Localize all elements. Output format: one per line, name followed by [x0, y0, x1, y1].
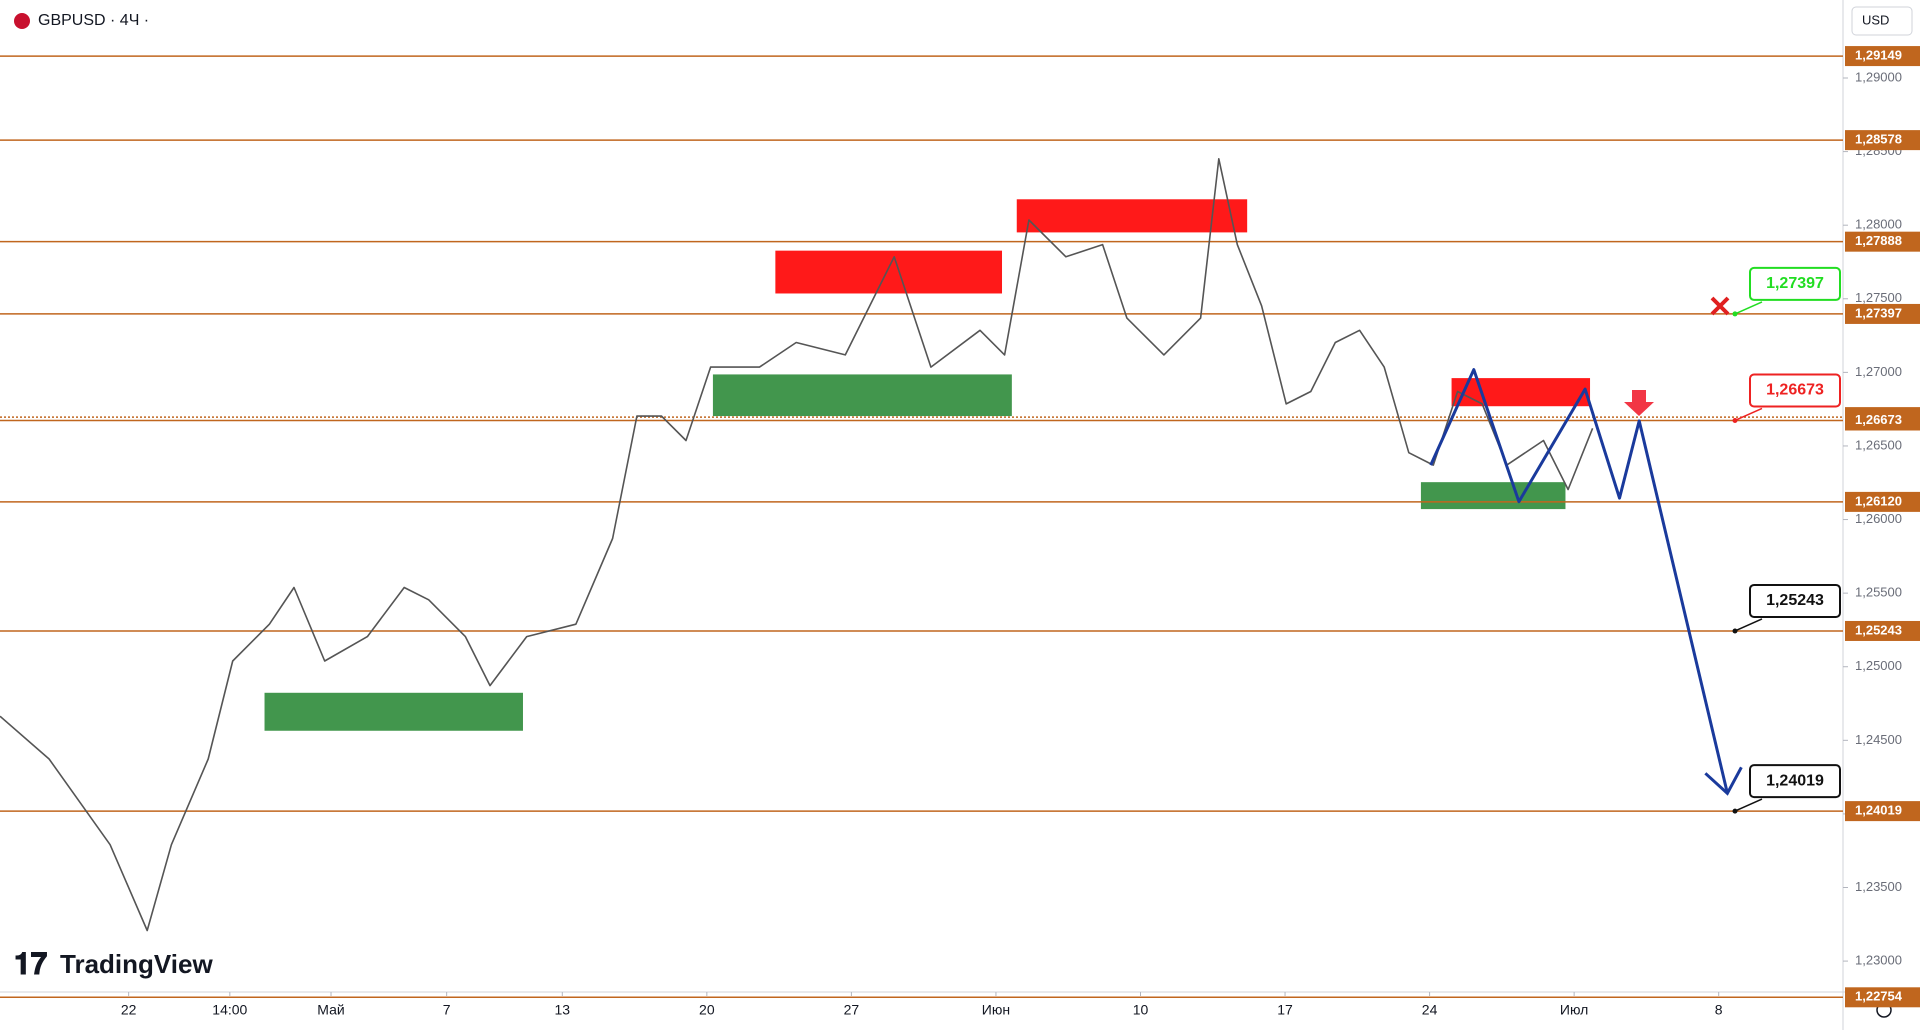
currency-select[interactable] [1851, 6, 1913, 36]
callout-box [1749, 583, 1841, 618]
callout-anchor [1732, 417, 1738, 423]
level-label-box [1845, 231, 1920, 252]
callout-label: 1,25243 [1766, 592, 1824, 609]
y-tick-label: 1,23500 [1855, 879, 1902, 894]
y-tick-label: 1,23000 [1855, 953, 1902, 968]
y-tick-label: 1,25000 [1855, 658, 1902, 673]
x-tick-label: 17 [1277, 1002, 1293, 1018]
y-tick-label: 1,27500 [1855, 290, 1902, 305]
logo: TradingView [60, 949, 213, 979]
callout-leader [1734, 301, 1763, 315]
level-label-box [1845, 801, 1920, 822]
level-label-box [1845, 620, 1920, 641]
x-tick-label: Июн [982, 1002, 1010, 1018]
down-arrow [1624, 390, 1654, 416]
callout-leader [1734, 407, 1763, 422]
callout-label: 1,24019 [1766, 772, 1824, 789]
callout-leader [1734, 798, 1763, 812]
zone [264, 692, 523, 731]
callout-anchor [1732, 311, 1738, 317]
x-tick-label: 13 [555, 1002, 571, 1018]
level-label: 1,26673 [1855, 412, 1902, 427]
x-tick-label: Май [317, 1002, 344, 1018]
zone [1016, 199, 1248, 233]
level-label: 1,27888 [1855, 233, 1902, 248]
callout-box [1749, 266, 1841, 301]
level-label-box [1845, 491, 1920, 512]
level-label: 1,27397 [1855, 305, 1902, 320]
symbol: GBPUSD · 4Ч · [38, 12, 149, 29]
x-tick-label: 7 [443, 1002, 451, 1018]
y-tick-label: 1,28000 [1855, 217, 1902, 232]
price-axis [1843, 0, 1920, 1030]
zone [1420, 482, 1566, 510]
callout-box [1749, 764, 1841, 799]
x-tick-label: 8 [1715, 1002, 1723, 1018]
callout-anchor [1732, 808, 1738, 814]
x-tick-label: 24 [1422, 1002, 1438, 1018]
y-tick-label: 1,26500 [1855, 437, 1902, 452]
flag-icon [14, 13, 30, 29]
series-line [1429, 368, 1729, 794]
x-tick-label: Июл [1560, 1002, 1588, 1018]
level-label: 1,24019 [1855, 803, 1902, 818]
callout-box [1749, 373, 1841, 408]
logo-mark: 𝟏𝟕 [14, 948, 48, 981]
x-tick-label: 22 [121, 1002, 137, 1018]
y-tick-label: 1,25500 [1855, 585, 1902, 600]
arrow-head [1704, 766, 1743, 796]
y-tick-label: 1,27000 [1855, 364, 1902, 379]
series-line [0, 158, 1594, 932]
level-label-box [1845, 303, 1920, 324]
zone [712, 374, 1012, 417]
callout-label: 1,26673 [1766, 382, 1824, 399]
level-label: 1,25243 [1855, 622, 1902, 637]
x-tick-label: 14:00 [212, 1002, 247, 1018]
level-label-box [1845, 987, 1920, 1008]
x-tick-label: 10 [1133, 1002, 1149, 1018]
zone [775, 250, 1003, 294]
level-label: 1,26120 [1855, 493, 1902, 508]
level-label-box [1845, 410, 1920, 431]
zone [1451, 378, 1591, 407]
y-tick-label: 1,24500 [1855, 732, 1902, 747]
level-label-box [1845, 46, 1920, 67]
y-tick-label: 1,26000 [1855, 511, 1902, 526]
callout-leader [1734, 618, 1763, 632]
callout-anchor [1732, 628, 1738, 634]
level-label: 1,22754 [1855, 989, 1903, 1004]
level-label: 1,28578 [1855, 132, 1902, 147]
y-tick-label: 1,29000 [1855, 69, 1902, 84]
x-tick-label: 27 [844, 1002, 860, 1018]
x-tick-label: 20 [699, 1002, 715, 1018]
cancel-mark [1710, 296, 1730, 316]
level-label: 1,29149 [1855, 48, 1902, 63]
level-label-box [1845, 130, 1920, 151]
callout-label: 1,27397 [1766, 275, 1824, 292]
currency: USD [1862, 12, 1889, 27]
